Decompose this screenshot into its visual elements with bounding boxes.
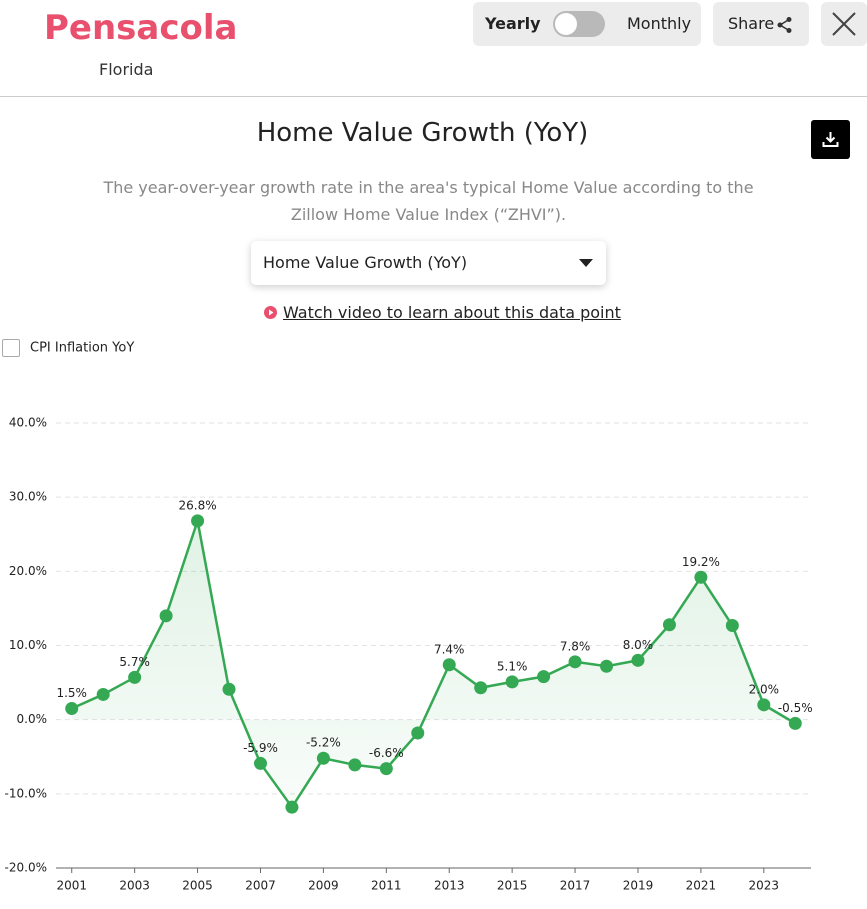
- switch-knob: [555, 13, 577, 35]
- frequency-toggle[interactable]: Yearly Monthly: [473, 2, 701, 46]
- section-title: Home Value Growth (YoY): [256, 118, 589, 148]
- x-tick-label: 2013: [434, 879, 465, 893]
- point: [568, 655, 582, 669]
- share-label: Share: [728, 14, 775, 33]
- dropdown-arrow: [579, 259, 593, 267]
- point: [253, 756, 267, 770]
- checkbox-label: CPI Inflation YoY: [30, 340, 135, 356]
- x-tick-label: 2007: [245, 879, 276, 893]
- data-label: 1.5%: [56, 686, 87, 700]
- subtitle: The year-over-year growth rate in the ar…: [103, 178, 754, 224]
- point: [631, 653, 645, 667]
- share-button[interactable]: Share: [713, 2, 809, 46]
- point: [222, 682, 236, 696]
- y-tick-label: 0.0%: [17, 712, 48, 726]
- cpi-checkbox[interactable]: CPI Inflation YoY: [2, 339, 134, 357]
- download-icon: [822, 132, 839, 147]
- point: [411, 726, 425, 740]
- divider: [0, 96, 867, 97]
- x-tick-label: 2009: [308, 879, 339, 893]
- point: [600, 659, 614, 673]
- data-label: -0.5%: [778, 701, 813, 715]
- x-tick-label: 2003: [119, 879, 150, 893]
- point: [442, 658, 456, 672]
- data-label: 26.8%: [179, 498, 217, 512]
- point: [662, 618, 676, 632]
- y-tick-label: -20.0%: [5, 861, 47, 875]
- point: [96, 687, 110, 701]
- y-tick-label: 40.0%: [9, 416, 47, 430]
- data-label: -5.2%: [306, 736, 341, 750]
- area: [71, 520, 796, 808]
- point: [379, 762, 393, 776]
- play-icon: [264, 306, 277, 319]
- y-tick-label: 10.0%: [9, 638, 47, 652]
- data-label: -6.6%: [369, 746, 404, 760]
- point: [128, 670, 142, 684]
- point: [757, 698, 771, 712]
- video-link[interactable]: Watch video to learn about this data poi…: [264, 303, 621, 322]
- city: Pensacola: [44, 8, 238, 48]
- data-label: 8.0%: [623, 638, 654, 652]
- share-icon: [777, 17, 792, 33]
- x-tick-label: 2023: [749, 879, 780, 893]
- x-tick-label: 2021: [686, 879, 717, 893]
- point: [191, 514, 205, 528]
- point: [348, 758, 362, 772]
- metric-dropdown[interactable]: Home Value Growth (YoY): [251, 241, 606, 285]
- data-label: 7.4%: [434, 642, 465, 656]
- state: Florida: [99, 60, 154, 79]
- y-tick-label: -10.0%: [5, 786, 47, 800]
- close-icon: [832, 12, 856, 36]
- point: [65, 702, 79, 716]
- point: [285, 800, 299, 814]
- data-label: 5.7%: [119, 655, 150, 669]
- data-label: 7.8%: [560, 639, 591, 653]
- point: [694, 570, 708, 584]
- x-tick-label: 2005: [182, 879, 213, 893]
- toggle-label: Yearly: [485, 14, 541, 33]
- x-tick-label: 2011: [371, 879, 402, 893]
- x-tick-label: 2015: [497, 879, 528, 893]
- data-label: -5.9%: [243, 741, 278, 755]
- y-tick-label: 20.0%: [9, 564, 47, 578]
- point: [474, 681, 488, 695]
- dropdown-value: Home Value Growth (YoY): [263, 253, 468, 272]
- point: [537, 670, 551, 684]
- data-label: 2.0%: [749, 682, 780, 696]
- point: [788, 716, 802, 730]
- x-tick-label: 2017: [560, 879, 591, 893]
- video-link-text: Watch video to learn about this data poi…: [283, 303, 621, 322]
- point: [725, 618, 739, 632]
- checkbox-box[interactable]: [2, 339, 20, 357]
- point: [316, 751, 330, 765]
- point: [505, 675, 519, 689]
- switch[interactable]: [553, 11, 605, 37]
- y-tick-label: 30.0%: [9, 490, 47, 504]
- x-tick-label: 2019: [623, 879, 654, 893]
- data-label: 5.1%: [497, 659, 528, 673]
- download-button[interactable]: [811, 120, 850, 159]
- close-button[interactable]: [821, 2, 867, 46]
- point: [159, 609, 173, 623]
- toggle-label: Monthly: [627, 14, 692, 33]
- x-tick-label: 2001: [56, 879, 87, 893]
- data-label: 19.2%: [682, 555, 720, 569]
- line: [71, 520, 796, 810]
